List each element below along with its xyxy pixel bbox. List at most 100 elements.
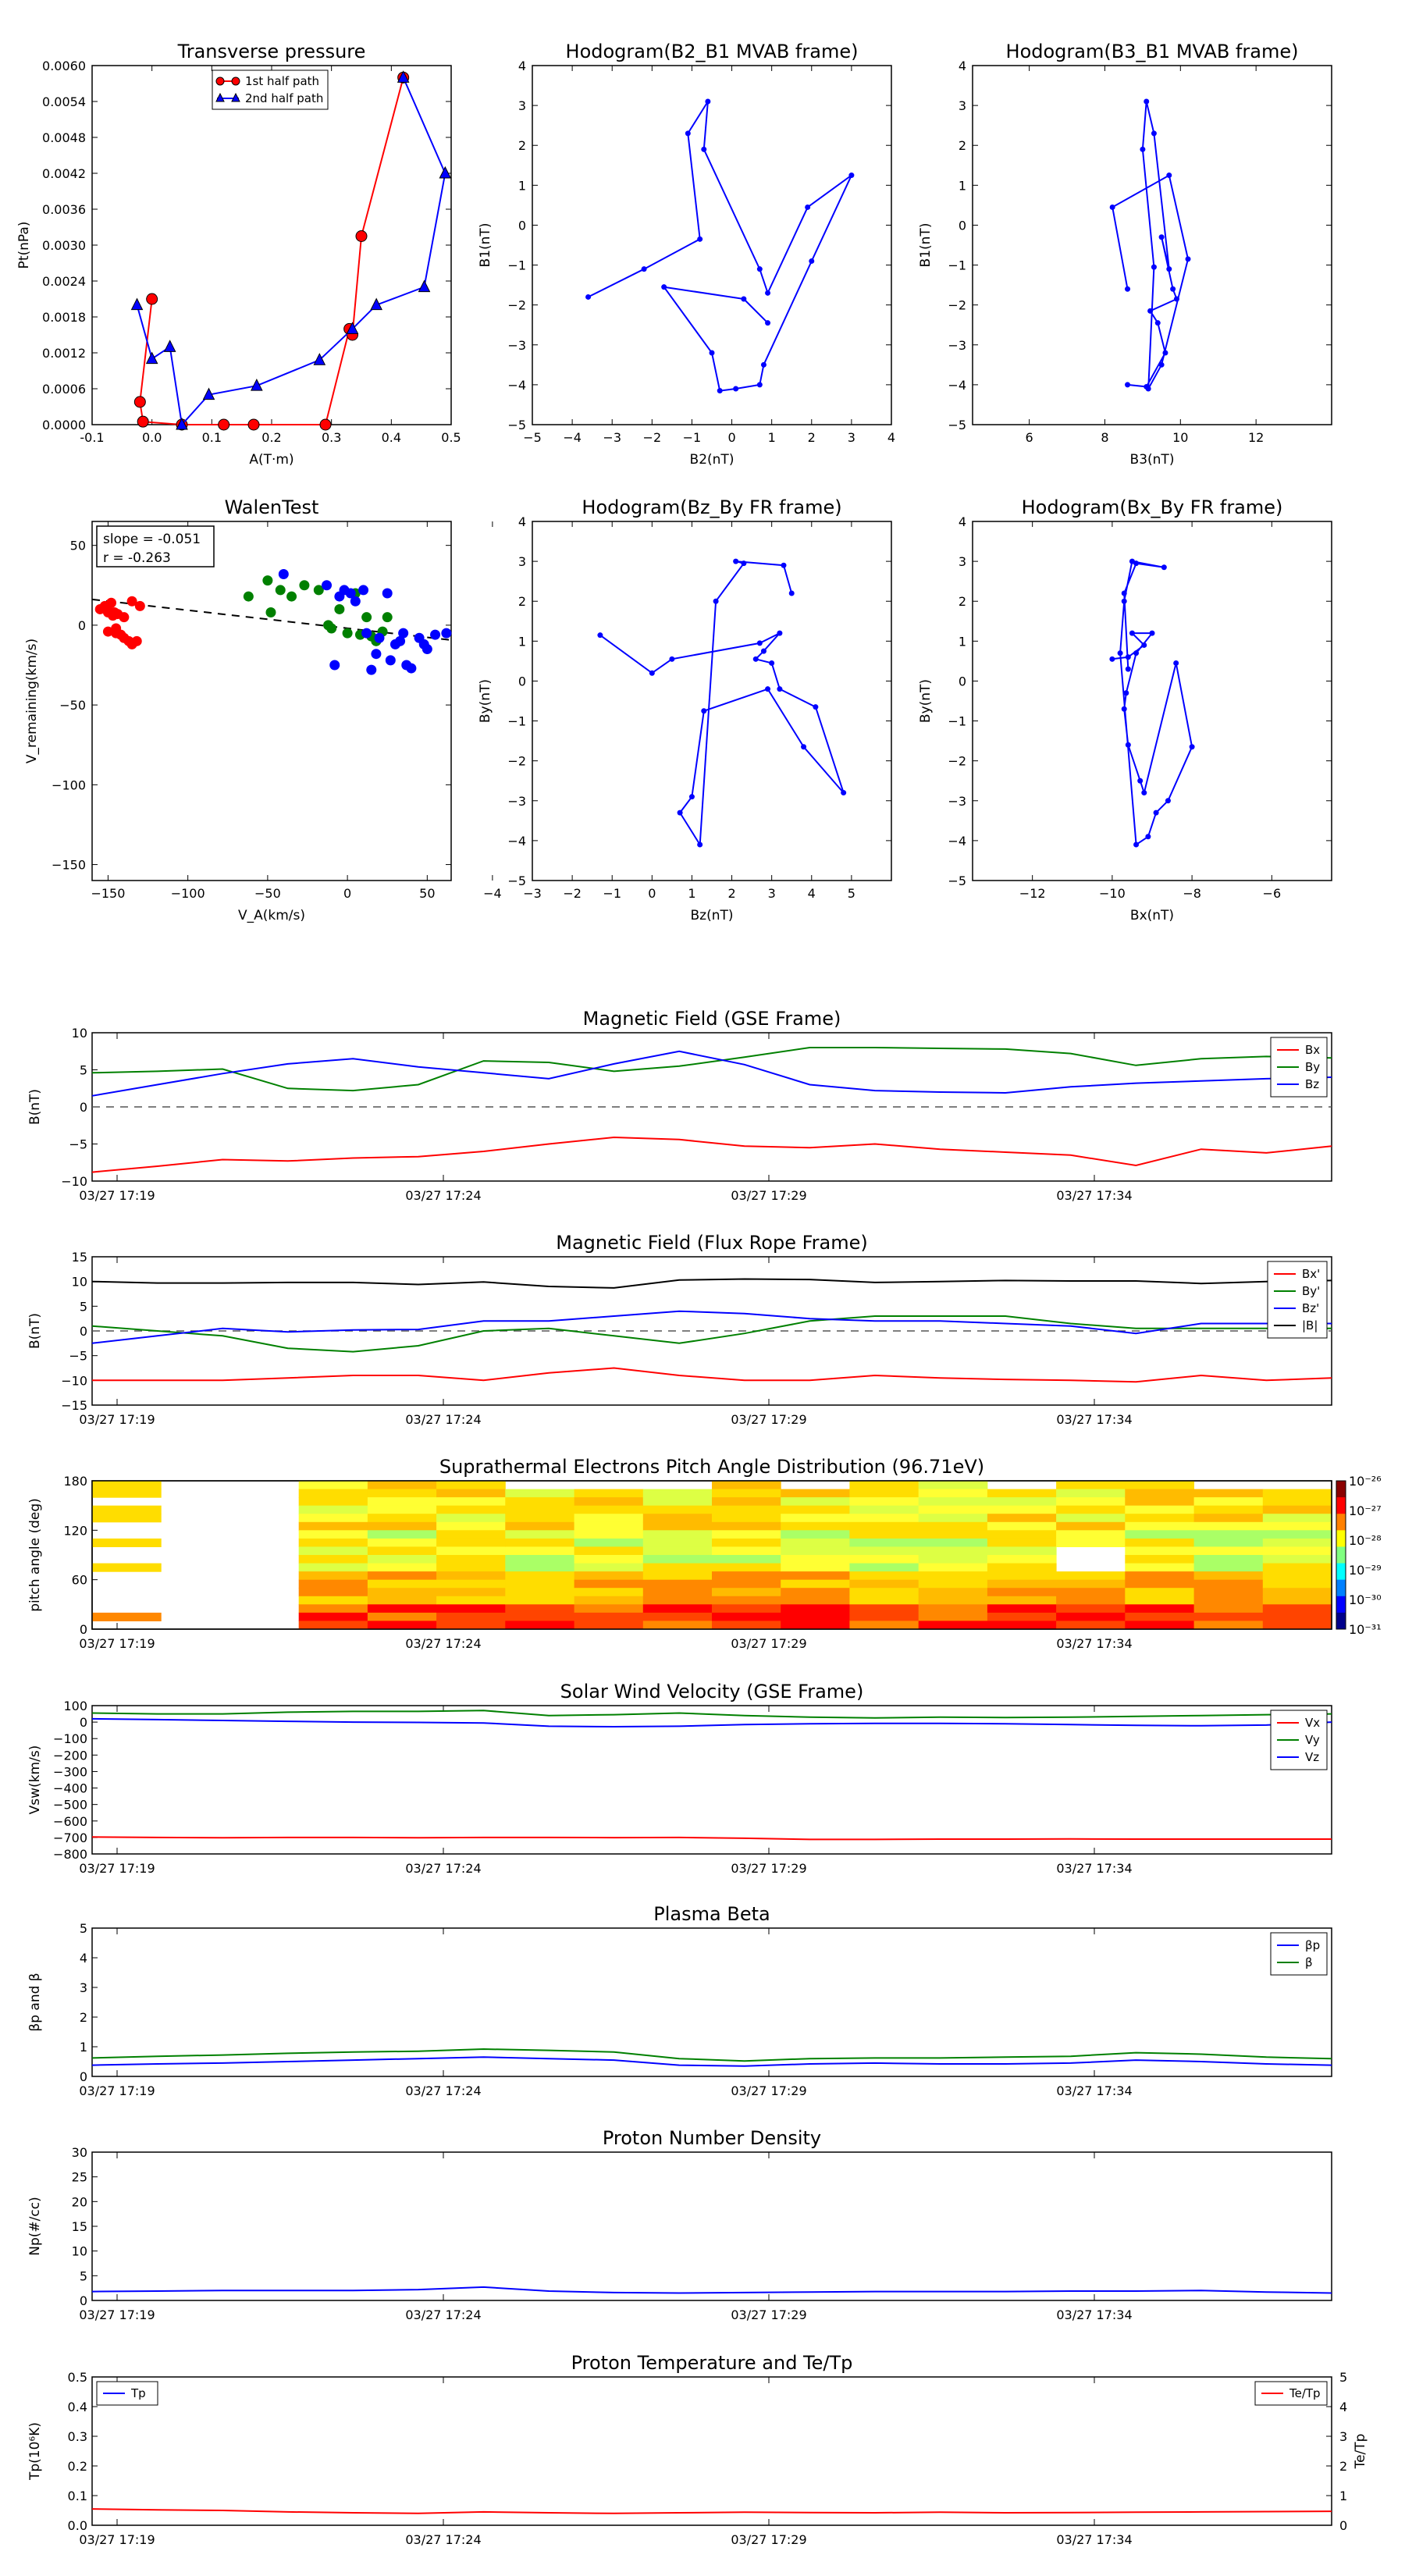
pad-xtick-label: 03/27 17:29 (731, 1636, 806, 1651)
pad-cell (918, 1604, 988, 1614)
mag_fr-series-Bx-line (92, 1367, 1332, 1383)
tp-ytick-label: 0.0000 (42, 418, 86, 432)
h4-frame (972, 521, 1332, 881)
pad-cell (298, 1481, 368, 1490)
h3-ytick-label: 4 (518, 514, 526, 529)
pad-cell (505, 1489, 574, 1498)
pad-cell (1262, 1521, 1332, 1531)
pad-cell (367, 1588, 437, 1597)
np-ytick-label: 20 (72, 2194, 87, 2209)
tp-xtick-label: -0.1 (80, 430, 104, 445)
h2-point (1144, 383, 1150, 390)
tp_temp-ytick-label: 0.5 (68, 2370, 87, 2385)
h3-xtick-label: 2 (727, 886, 735, 901)
walen-ytick-label: 0 (78, 618, 86, 633)
h1-xtick-label: −1 (683, 430, 702, 445)
pad-cell (849, 1514, 919, 1523)
vsw-title: Solar Wind Velocity (GSE Frame) (560, 1681, 864, 1703)
h3-ytick-label: −1 (507, 714, 526, 729)
pad-cell (712, 1621, 781, 1630)
vsw-legend-label: Vz (1305, 1750, 1319, 1764)
pad-cell (849, 1621, 919, 1630)
mag_gse-ytick-label: −10 (61, 1174, 87, 1189)
pad-cell (987, 1505, 1057, 1514)
tp_temp-ytick-right-label: 1 (1339, 2489, 1347, 2503)
h1-xtick-label: −3 (603, 430, 621, 445)
h2-ytick-label: 4 (959, 59, 966, 73)
pad-cell (712, 1514, 781, 1523)
tp_temp-series-TeTp-line (91, 2508, 1332, 2514)
pad-cell (712, 1612, 781, 1621)
h1-point (709, 350, 715, 356)
tp-point (133, 396, 146, 408)
pad-cell (505, 1621, 574, 1630)
walen-point (134, 600, 145, 611)
mag_gse-ylabel: B(nT) (27, 1089, 43, 1125)
mag_fr-ytick-label: 0 (80, 1324, 87, 1339)
h1-point (809, 258, 815, 264)
pad-cell (1262, 1505, 1332, 1514)
walen-annotation-slope: slope = -0.051 (103, 532, 201, 547)
vsw-legend-label: Vy (1305, 1733, 1320, 1747)
h2-ytick-label: −3 (948, 338, 966, 353)
beta-ytick-label: 4 (80, 1951, 87, 1966)
walen-point (430, 629, 441, 640)
h4-xtick-label: −12 (1019, 886, 1046, 901)
pad-cell (574, 1563, 644, 1572)
mag_gse-xtick-label: 03/27 17:24 (405, 1188, 481, 1203)
vsw-ytick-label: 100 (63, 1699, 87, 1713)
tp-point (346, 322, 359, 334)
h3-ytick-label: −5 (507, 873, 526, 888)
h2-point (1151, 130, 1157, 137)
h2-xtick-label: 10 (1172, 430, 1188, 445)
h2-xlabel: B3(nT) (1130, 452, 1175, 468)
pad-cell (642, 1521, 713, 1531)
h3-xtick-label: 3 (768, 886, 776, 901)
tp_temp-xtick-label: 03/27 17:34 (1056, 2532, 1132, 2547)
pad-cell (987, 1571, 1057, 1581)
pad-cell (574, 1604, 644, 1614)
tp-point (251, 379, 263, 391)
walen-point (361, 628, 372, 639)
walen-point (299, 580, 310, 591)
pad-cell (436, 1521, 506, 1531)
pad-cell (918, 1505, 988, 1514)
tp_temp-ylabel: Tp(10⁶K) (27, 2422, 43, 2481)
pad-cell (436, 1497, 506, 1507)
h3-ylabel: By(nT) (478, 679, 493, 723)
walen-point (382, 612, 393, 623)
h3-ytick-label: 1 (518, 634, 526, 649)
pad-cell (987, 1521, 1057, 1531)
pad-cell (712, 1481, 781, 1490)
pad-cell (92, 1514, 162, 1523)
pad-cell (849, 1538, 919, 1547)
np-frame (91, 2151, 1332, 2301)
walen-point (361, 612, 372, 623)
pad-cell (918, 1563, 988, 1572)
pad-cell (712, 1604, 781, 1614)
walen-point (126, 596, 137, 607)
h2-point (1125, 382, 1131, 388)
np-xtick-label: 03/27 17:19 (79, 2307, 155, 2322)
walen-point (265, 607, 276, 618)
h3-xtick-label: 4 (808, 886, 816, 901)
walen-point (350, 596, 361, 607)
pad-cell (918, 1546, 988, 1556)
h3-ytick-label: 3 (518, 554, 526, 569)
tp-xlabel: A(T·m) (249, 452, 293, 468)
pad-cell (1193, 1538, 1264, 1547)
walen-xtick-label: 0 (343, 886, 351, 901)
h3-series-line (599, 560, 845, 848)
pad-cell (367, 1621, 437, 1630)
tp-point (176, 417, 188, 430)
tp-xtick-label: 0.0 (142, 430, 162, 445)
mag_fr-legend-label: |B| (1302, 1318, 1318, 1332)
mag_gse-series-Bx-line (91, 1136, 1332, 1173)
tp-ytick-label: 0.0042 (42, 166, 86, 181)
tp-series-line (136, 76, 446, 427)
pad-cell (367, 1579, 437, 1589)
pad-cell (92, 1505, 162, 1514)
tp_temp-legend-right-label: Te/Tp (1289, 2386, 1321, 2400)
pad-cell (642, 1514, 713, 1523)
h3-ytick-label: −2 (507, 754, 526, 769)
